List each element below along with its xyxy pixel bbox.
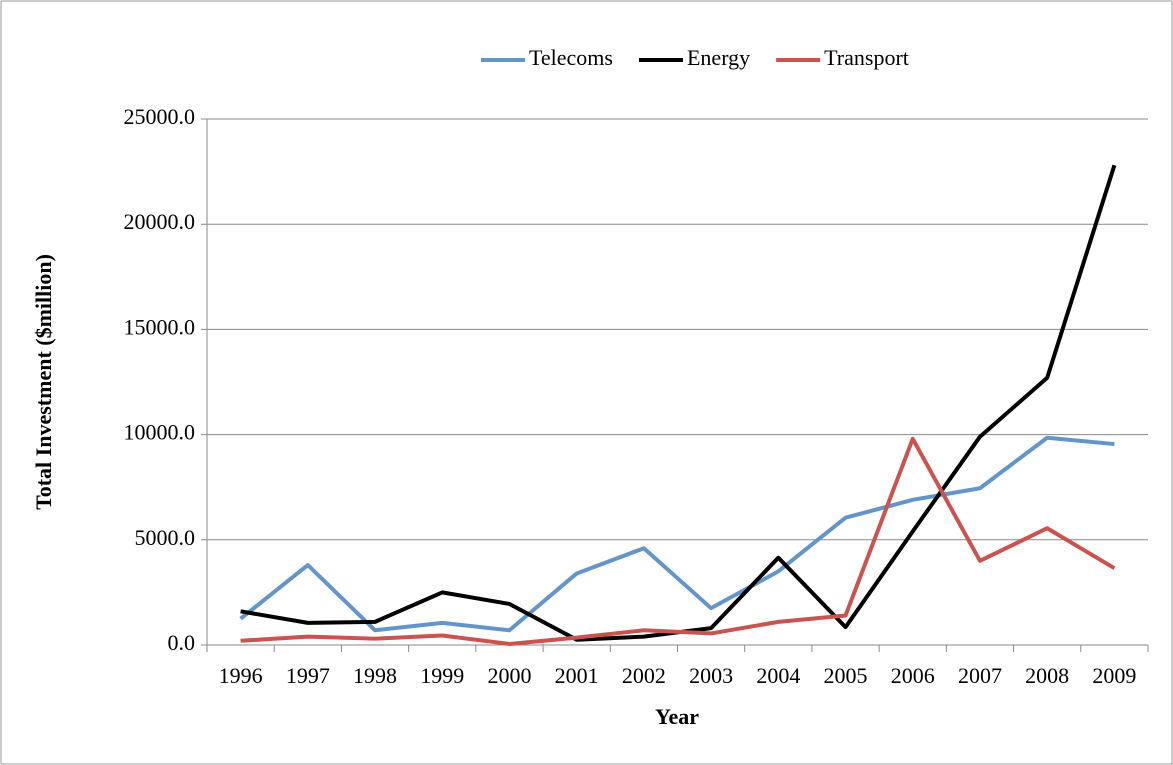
x-axis-title: Year <box>655 704 699 729</box>
x-tick-label: 1999 <box>420 663 464 688</box>
x-tick-label: 2006 <box>891 663 935 688</box>
x-tick-label: 2000 <box>487 663 531 688</box>
y-tick-label: 20000.0 <box>124 209 196 234</box>
x-tick-label: 2005 <box>824 663 868 688</box>
x-tick-label: 2004 <box>756 663 800 688</box>
x-tick-label: 2007 <box>958 663 1002 688</box>
y-tick-label: 10000.0 <box>124 420 196 445</box>
y-tick-label: 5000.0 <box>135 525 196 550</box>
series-line <box>240 436 1116 646</box>
legend-label: Energy <box>687 45 750 70</box>
x-tick-label: 2002 <box>622 663 666 688</box>
x-tick-label: 2003 <box>689 663 733 688</box>
y-tick-label: 0.0 <box>168 630 196 655</box>
y-tick-label: 15000.0 <box>124 314 196 339</box>
series-line <box>239 435 1115 633</box>
x-tick-label: 2008 <box>1025 663 1069 688</box>
x-tick-label: 1997 <box>286 663 330 688</box>
x-tick-label: 1998 <box>353 663 397 688</box>
x-tick-label: 2001 <box>555 663 599 688</box>
x-tick-label: 2009 <box>1092 663 1136 688</box>
legend-label: Transport <box>824 45 909 70</box>
y-axis-title: Total Investment ($million) <box>31 254 56 510</box>
legend-label: Telecoms <box>529 45 613 70</box>
y-tick-label: 25000.0 <box>124 104 196 129</box>
x-tick-label: 1996 <box>219 663 263 688</box>
